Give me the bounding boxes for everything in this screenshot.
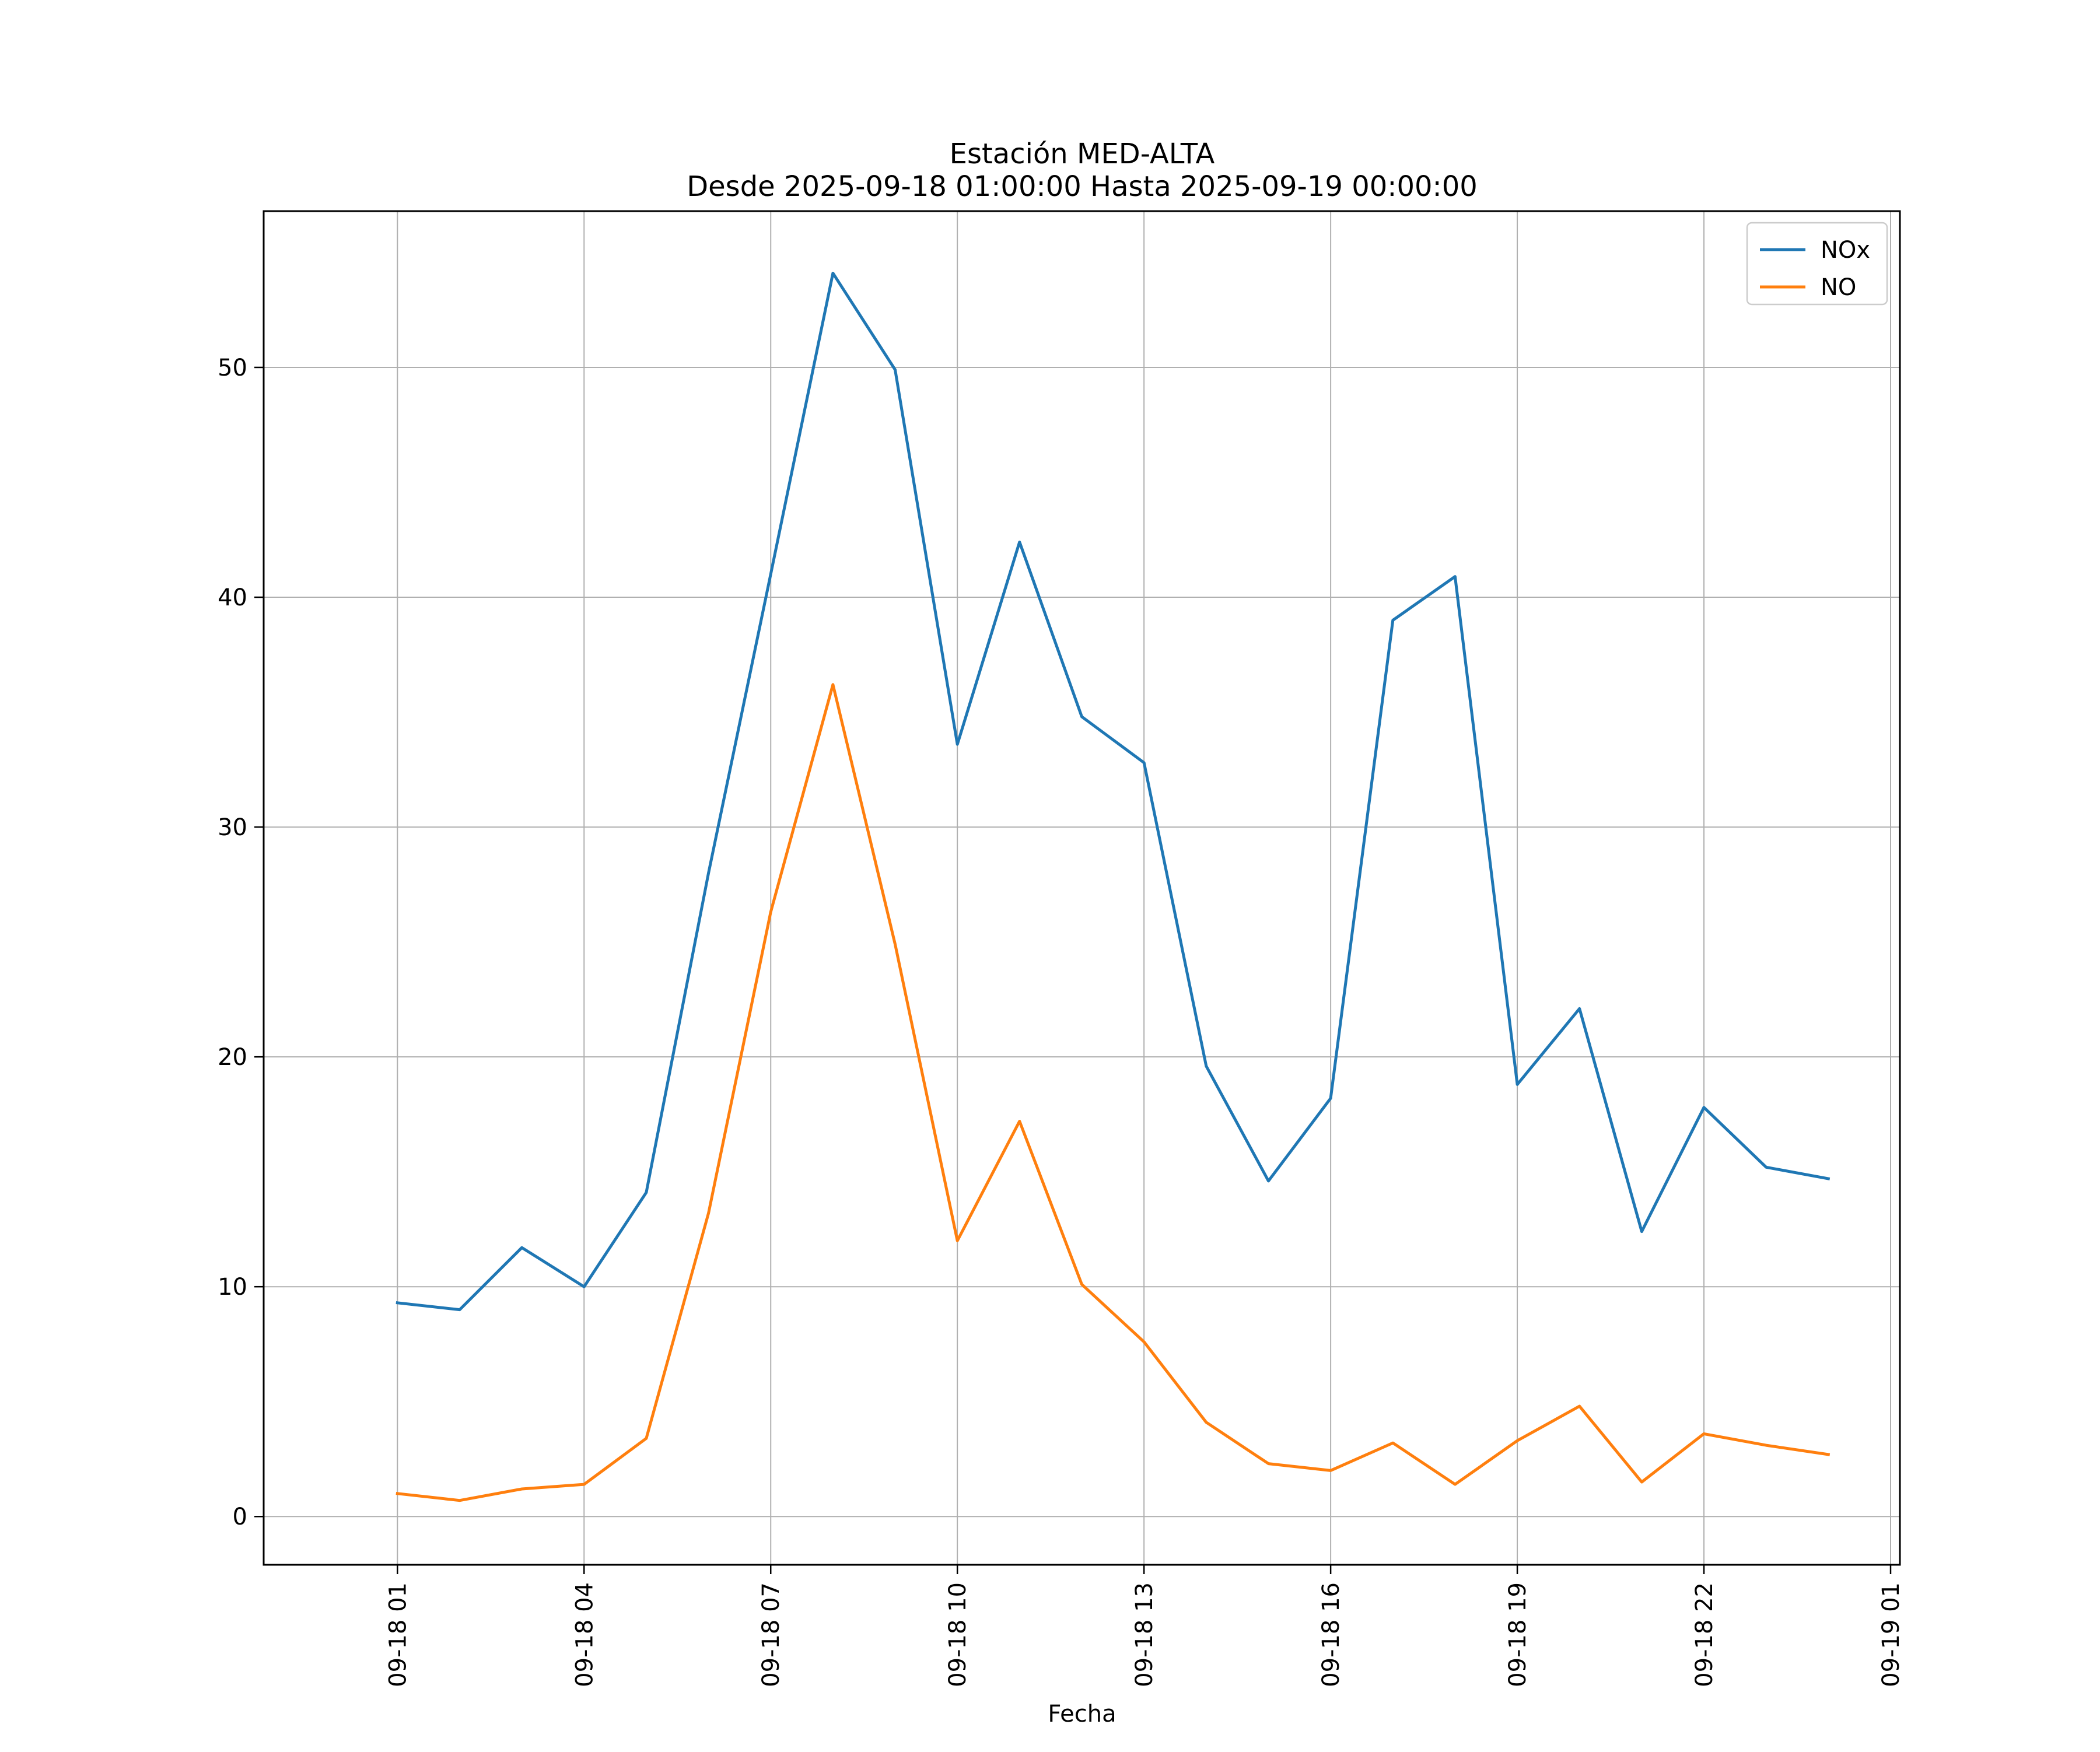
series-lines: [396, 271, 1831, 1502]
x-axis-label: Fecha: [1048, 1701, 1116, 1728]
x-tick-label: 09-18 07: [758, 1582, 785, 1687]
y-tick-label: 20: [218, 1044, 247, 1071]
x-tick-label: 09-18 01: [384, 1582, 411, 1687]
x-tick-label: 09-18 22: [1691, 1582, 1718, 1687]
chart-subtitle: Desde 2025-09-18 01:00:00 Hasta 2025-09-…: [687, 170, 1478, 203]
legend-label-no: NO: [1821, 274, 1856, 301]
y-axis: 0 10 20 30 40 50: [218, 355, 264, 1530]
legend-box: [1746, 222, 1888, 306]
x-tick-label: 09-18 13: [1131, 1582, 1158, 1687]
series-line-no: [396, 683, 1831, 1502]
x-tick-label: 09-18 16: [1318, 1582, 1345, 1687]
x-tick-label: 09-18 19: [1504, 1582, 1531, 1687]
x-axis: 09-18 01 09-18 04 09-18 07 09-18 10 09-18 13…: [384, 1565, 1905, 1687]
x-tick-label: 09-19 01: [1878, 1582, 1905, 1687]
y-tick-label: 30: [218, 814, 247, 841]
chart-title: Estación MED-ALTA: [950, 138, 1215, 170]
grid: [264, 211, 1900, 1565]
x-tick-label: 09-18 04: [571, 1582, 598, 1687]
plot-area-frame: [262, 210, 1901, 1566]
y-tick-label: 50: [218, 355, 247, 381]
legend: NOx NO: [1746, 222, 1888, 306]
x-tick-label: 09-18 10: [944, 1582, 971, 1687]
y-tick-label: 0: [233, 1504, 247, 1530]
y-tick-label: 40: [218, 584, 247, 611]
series-line-nox: [396, 271, 1831, 1312]
y-tick-label: 10: [218, 1274, 247, 1301]
legend-label-nox: NOx: [1821, 237, 1870, 264]
